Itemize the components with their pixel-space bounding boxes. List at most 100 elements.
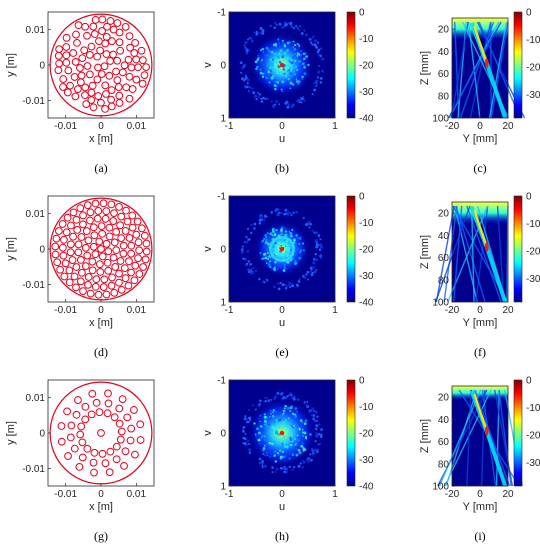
transducer-element [104, 266, 113, 275]
sidelobe-speckle [290, 59, 293, 62]
sidelobe-speckle [257, 431, 261, 435]
sidelobe-speckle [298, 59, 302, 63]
colorbar-tick-label: 0 [359, 8, 365, 19]
sidelobe-speckle [258, 278, 261, 281]
sidelobe-speckle [281, 450, 285, 454]
sidelobe-speckle [250, 271, 254, 275]
sidelobe-speckle [274, 87, 277, 91]
y-tick-label: 0.01 [26, 209, 46, 220]
sidelobe-speckle [296, 434, 299, 437]
transducer-element [74, 248, 83, 257]
sidelobe-speckle [299, 249, 303, 252]
transducer-element [87, 96, 96, 104]
sidelobe-speckle [292, 46, 295, 49]
sidelobe-speckle [305, 404, 309, 408]
transducer-element [89, 242, 98, 251]
transducer-element [127, 268, 135, 277]
transducer-element [60, 272, 69, 281]
transducer-element [112, 455, 121, 464]
transducer-element [138, 56, 147, 65]
transducer-element [72, 30, 80, 39]
sidelobe-speckle [275, 229, 278, 232]
sidelobe-speckle [290, 213, 293, 216]
sidelobe-speckle [320, 428, 323, 431]
sidelobe-speckle [262, 96, 265, 100]
sidelobe-speckle [274, 460, 278, 463]
transducer-element [87, 42, 96, 51]
y-axis-label: v [202, 62, 214, 68]
x-axis-label: Y [mm] [463, 501, 498, 513]
beam-streak [494, 389, 514, 487]
sidelobe-speckle [283, 72, 286, 75]
sidelobe-speckle [265, 76, 268, 80]
x-tick-label: 0 [279, 305, 285, 316]
sidelobe-speckle [277, 65, 281, 69]
sidelobe-speckle [321, 69, 324, 73]
transducer-element [132, 75, 141, 84]
sidelobe-speckle [298, 98, 302, 102]
transducer-element [127, 424, 136, 433]
transducer-element [126, 43, 134, 52]
beam-streak [495, 389, 500, 487]
sidelobe-speckle [314, 239, 318, 243]
sidelobe-speckle [242, 430, 245, 433]
sidelobe-speckle [257, 91, 260, 94]
sidelobe-speckle [252, 404, 255, 407]
sidelobe-speckle [275, 51, 278, 54]
transducer-element [89, 103, 98, 112]
transducer-element [59, 251, 68, 260]
sidelobe-speckle [289, 231, 293, 235]
sidelobe-speckle [263, 435, 266, 438]
colorbar-tick-label: -10 [359, 402, 374, 413]
transducer-element [106, 17, 115, 25]
sidelobe-speckle [277, 249, 280, 252]
sidelobe-speckle [288, 68, 291, 71]
sidelobe-speckle [264, 241, 268, 245]
sidelobe-speckle [279, 449, 282, 452]
sidelobe-speckle [262, 51, 265, 54]
sidelobe-speckle [263, 218, 266, 221]
sidelobe-speckle [318, 248, 322, 252]
sidelobe-speckle [265, 424, 269, 428]
sidelobe-speckle [307, 221, 310, 224]
sidelobe-speckle [263, 238, 265, 240]
sidelobe-speckle [271, 227, 275, 231]
y-tick-label: 100 [432, 298, 449, 309]
sidelobe-speckle [287, 103, 290, 106]
sidelobe-speckle [268, 455, 272, 458]
sidelobe-speckle [314, 410, 318, 414]
transducer-element [130, 406, 138, 414]
sidelobe-speckle [319, 81, 323, 84]
sidelobe-speckle [256, 427, 260, 431]
sidelobe-speckle [244, 441, 247, 444]
sidelobe-speckle [242, 427, 245, 431]
transducer-element [69, 232, 77, 241]
transducer-element [52, 234, 61, 243]
sidelobe-speckle [291, 453, 295, 457]
y-tick-label: 60 [438, 437, 450, 448]
sidelobe-speckle [310, 458, 313, 462]
sidelobe-speckle [313, 88, 316, 92]
sidelobe-speckle [303, 448, 307, 451]
sidelobe-speckle [303, 65, 306, 67]
transducer-element [97, 222, 106, 231]
transducer-element [81, 91, 89, 100]
sidelobe-speckle [294, 438, 297, 440]
sidelobe-speckle [287, 77, 290, 81]
sidelobe-speckle [283, 58, 286, 60]
x-tick-label: -20 [445, 489, 460, 500]
subfigure-label: (e) [275, 345, 288, 359]
sidelobe-speckle [279, 49, 283, 53]
transducer-element [123, 413, 132, 422]
sidelobe-speckle [285, 267, 288, 270]
sidelobe-speckle [271, 59, 274, 62]
subfigure-label: (d) [94, 345, 108, 359]
sidelobe-speckle [259, 414, 262, 417]
transducer-element [124, 55, 133, 64]
transducer-element [58, 220, 67, 228]
transducer-element [96, 267, 105, 276]
sidelobe-speckle [297, 448, 301, 452]
y-tick-label: 1 [220, 482, 226, 493]
sidelobe-speckle [254, 60, 258, 64]
transducer-element [134, 254, 142, 263]
